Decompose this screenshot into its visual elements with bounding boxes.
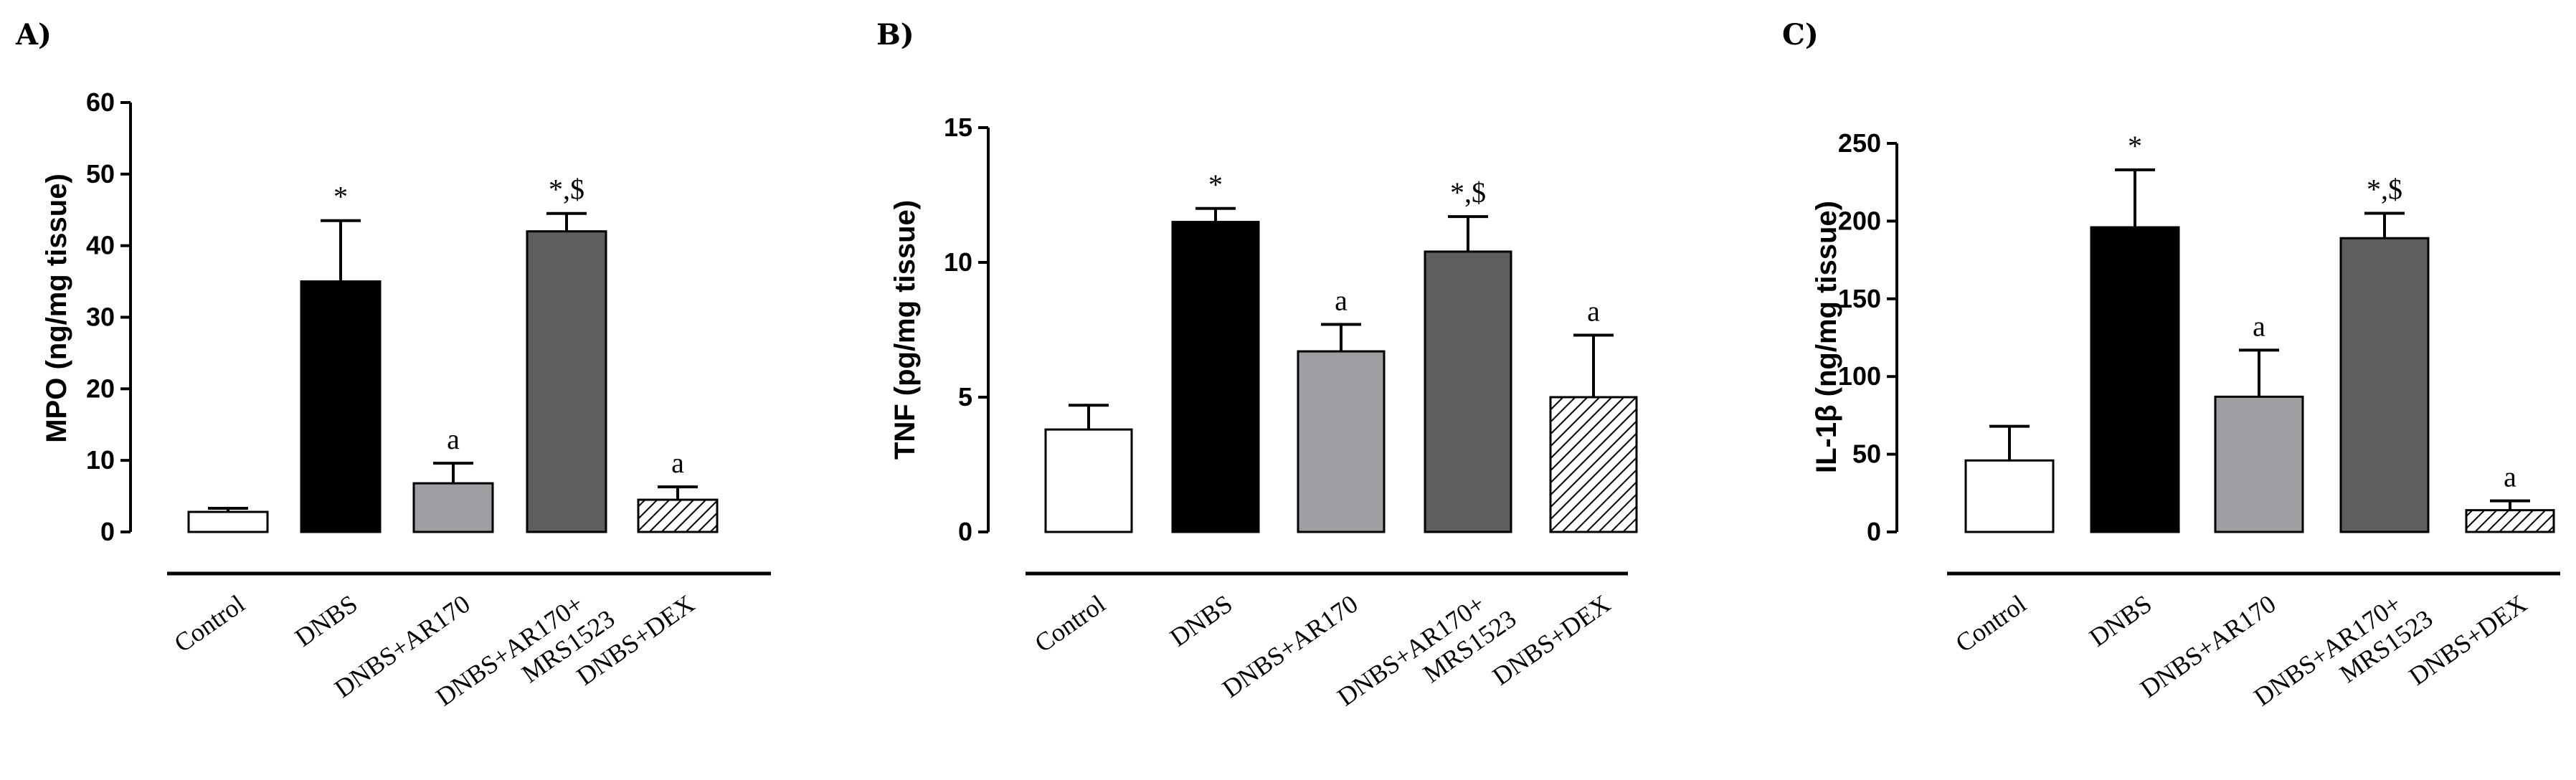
significance-annotation: a [1587, 295, 1600, 328]
y-axis-title: TNF (pg/mg tissue) [889, 200, 921, 460]
bars: * a *,$ a [1044, 168, 1638, 533]
category-labels: Control DNBSDNBS+AR170DNBS+AR170+MRS1523D… [169, 589, 700, 712]
y-tick-label: 150 [1838, 284, 1881, 313]
bar-control [1964, 459, 2055, 533]
category-label: Control [1951, 589, 2032, 658]
y-axis: 0 50 100 150 200 250 [1838, 128, 2560, 576]
category-label: DNBS+AR170+MRS1523 [1332, 589, 1522, 712]
y-axis: 0 10 20 30 40 50 60 [86, 87, 771, 576]
significance-annotation: *,$ [1450, 176, 1486, 209]
y-tick-label: 10 [944, 247, 972, 277]
significance-annotation: * [1208, 168, 1223, 201]
y-tick-label: 50 [86, 159, 115, 189]
y-tick-label: 0 [1867, 517, 1881, 546]
category-label-line: Control [169, 589, 250, 658]
bar-dnbs [1171, 221, 1260, 533]
bar-control [187, 510, 269, 533]
category-label-line: DNBS+DEX [2404, 589, 2532, 691]
y-axis: 0 5 10 15 [944, 113, 1628, 576]
y-tick-label: 0 [100, 517, 115, 546]
significance-annotation: a [671, 447, 684, 479]
significance-annotation: * [333, 181, 348, 213]
category-labels: Control DNBSDNBS+AR170DNBS+AR170+MRS1523D… [1030, 589, 1616, 712]
bar-dnbs-ar170-mrs1523 [1424, 250, 1512, 533]
category-label: Control [1030, 589, 1111, 658]
panel-label: B) [876, 18, 914, 52]
bar-dnbs-ar170 [2214, 395, 2304, 533]
bars: * a *,$ a [1964, 130, 2555, 533]
significance-annotation: a [1335, 284, 1348, 316]
y-tick-label: 60 [86, 87, 115, 117]
panel-c: C) IL-1β (ng/mg tissue) 050100150200250 … [1782, 18, 2560, 712]
bars: * a *,$ a [187, 173, 719, 533]
y-tick-label: 100 [1838, 361, 1881, 391]
y-tick-label: 10 [86, 445, 115, 475]
y-tick-label: 30 [86, 303, 115, 332]
bar-dnbs-ar170 [1297, 350, 1386, 533]
category-label-line: DNBS [2084, 589, 2157, 652]
y-tick-label: 5 [958, 382, 972, 412]
y-axis-title: IL-1β (ng/mg tissue) [1811, 201, 1842, 473]
category-label-line: DNBS [1165, 589, 1238, 652]
bar-dnbs-ar170-mrs1523 [526, 230, 607, 533]
category-label: Control [169, 589, 250, 658]
y-tick-label: 250 [1838, 128, 1881, 158]
y-tick-label: 50 [1852, 439, 1881, 469]
category-label: DNBS+DEX [2404, 589, 2532, 691]
significance-annotation: a [2504, 461, 2516, 493]
category-label: DNBS [2084, 589, 2157, 652]
significance-annotation: a [447, 423, 460, 455]
category-label-line: Control [1951, 589, 2032, 658]
bar-dnbs-ar170-mrs1523 [2339, 237, 2430, 533]
category-label: DNBS+AR170+MRS1523 [2249, 589, 2438, 712]
y-tick-label: 20 [86, 374, 115, 403]
y-tick-label: 40 [86, 231, 115, 260]
y-tick-label: 15 [944, 113, 972, 142]
category-label-line: DNBS+DEX [1487, 589, 1616, 691]
bar-dnbs-dex [637, 498, 719, 533]
bar-dnbs [2090, 226, 2180, 533]
bar-control [1044, 428, 1133, 533]
significance-annotation: * [2128, 130, 2142, 162]
significance-annotation: a [2253, 310, 2265, 342]
bar-dnbs [300, 280, 382, 533]
y-axis-title: MPO (ng/mg tissue) [41, 173, 72, 443]
category-label-line: DNBS [290, 589, 363, 652]
category-labels: Control DNBSDNBS+AR170DNBS+AR170+MRS1523D… [1951, 589, 2532, 712]
panel-label: A) [15, 18, 52, 52]
bar-dnbs-dex [2465, 509, 2555, 533]
significance-annotation: *,$ [2367, 173, 2402, 206]
bar-dnbs-ar170 [412, 482, 494, 533]
bar-dnbs-dex [1549, 396, 1638, 533]
panel-a: A) MPO (ng/mg tissue) 0 10 20 30 40 50 60 * a *,… [15, 18, 771, 712]
panel-label: C) [1782, 18, 1819, 52]
category-label: DNBS [290, 589, 363, 652]
category-label-line: Control [1030, 589, 1111, 658]
panel-b: B) TNF (pg/mg tissue) 0 5 10 15 * a *,$ a Cont… [876, 18, 1638, 712]
category-label: DNBS+DEX [1487, 589, 1616, 691]
category-label: DNBS [1165, 589, 1238, 652]
y-tick-label: 200 [1838, 206, 1881, 235]
y-tick-label: 0 [958, 517, 972, 546]
significance-annotation: *,$ [549, 173, 584, 206]
